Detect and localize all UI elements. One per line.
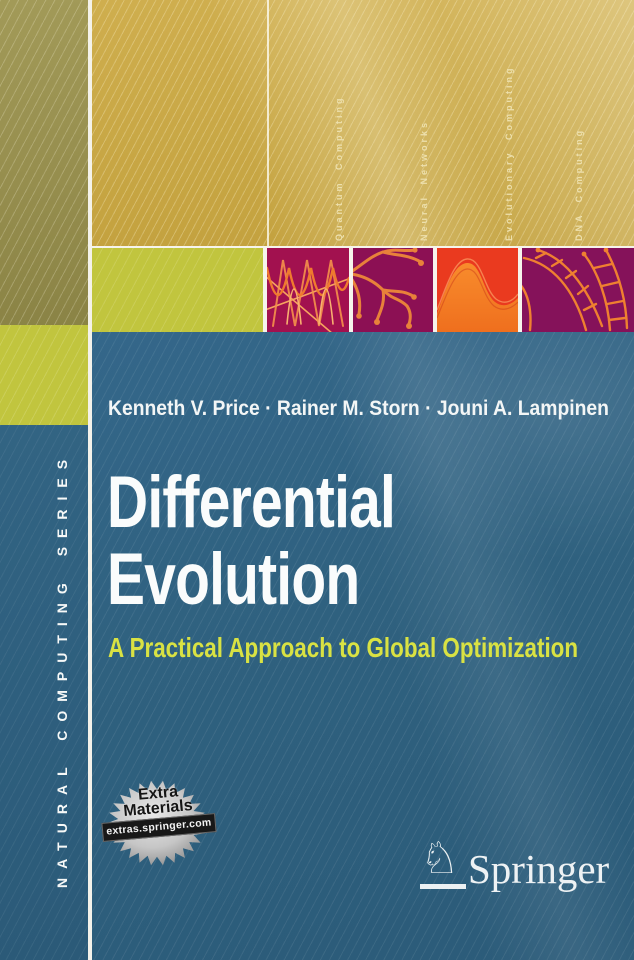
signal-waves-tile-image: [267, 248, 349, 332]
springer-knight-underline: [420, 884, 466, 889]
springer-knight-icon: [420, 835, 466, 885]
gold-divider-line: [267, 0, 269, 246]
rail-divider-line: [88, 0, 92, 960]
fitness-landscape-tile-image: [437, 248, 518, 332]
book-subtitle: A Practical Approach to Global Optimizat…: [108, 632, 579, 663]
topic-label-evolutionary-computing: Evolutionary Computing: [504, 65, 514, 242]
extra-materials-badge: Extra Materials extras.springer.com: [100, 772, 220, 872]
springer-wordmark: Springer: [468, 846, 610, 892]
book-title-line1: Differential: [107, 462, 396, 543]
topic-label-quantum-computing: Quantum Computing: [334, 95, 344, 242]
book-title-line2: Evolution: [107, 539, 360, 620]
topic-label-neural-networks: Neural Networks: [419, 119, 429, 241]
tile-row: [92, 246, 634, 332]
rail-lime-panel: [0, 325, 88, 425]
gold-header-panel: [92, 0, 634, 246]
authors-line: Kenneth V. Price · Rainer M. Storn · Jou…: [108, 397, 609, 420]
book-title: Differential Evolution: [107, 462, 396, 620]
rail-teal-panel: [0, 425, 88, 960]
lime-accent-block: [92, 248, 263, 332]
neural-network-tile-image: [353, 248, 433, 332]
dna-helix-tile-image: [522, 248, 634, 332]
rail-olive-panel: [0, 0, 88, 325]
topic-label-dna-computing: DNA Computing: [574, 127, 584, 241]
series-vertical-label: NATURAL COMPUTING SERIES: [54, 450, 70, 888]
